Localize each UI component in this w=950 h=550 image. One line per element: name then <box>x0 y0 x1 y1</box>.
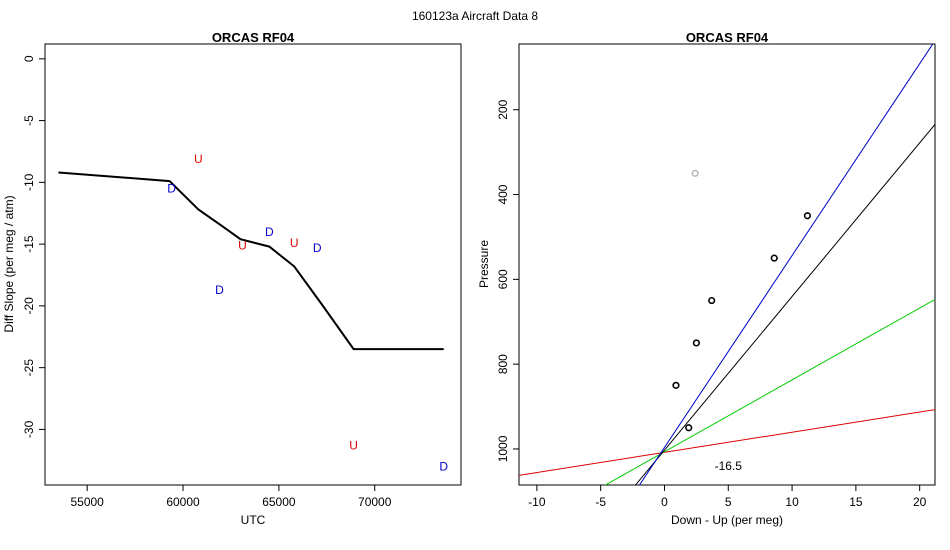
left-plot-frame <box>44 43 462 486</box>
data-label-d: D <box>265 225 274 239</box>
left-y-tick-label: -30 <box>22 420 36 438</box>
data-point <box>691 169 699 177</box>
right-y-tick-label: 400 <box>496 184 510 204</box>
right-x-tick-label: -10 <box>528 495 546 509</box>
right-x-axis-label: Down - Up (per meg) <box>671 513 783 527</box>
right-plot-frame <box>518 43 936 486</box>
left-x-axis-label: UTC <box>241 513 266 527</box>
regression-line <box>634 123 935 485</box>
left-y-tick-label: -25 <box>22 359 36 377</box>
left-y-tick-label: -5 <box>22 115 36 126</box>
data-label-d: D <box>167 182 176 196</box>
right-y-tick-label: 1000 <box>496 435 510 462</box>
data-label-u: U <box>194 152 203 166</box>
page-title: 160123a Aircraft Data 8 <box>412 9 538 23</box>
left-line-series <box>58 171 444 351</box>
right-y-axis-label: Pressure <box>477 240 491 288</box>
data-label-u: U <box>238 238 247 252</box>
left-y-tick-label: -20 <box>22 297 36 315</box>
regression-line <box>638 44 934 485</box>
right-data-points <box>672 169 811 432</box>
right-x-tick-label: 0 <box>661 495 668 509</box>
right-x-tick-label: 20 <box>913 495 927 509</box>
right-axis-ticks: -10 -5 0 5 10 15 20 200 400 600 800 1000 <box>496 99 927 509</box>
regression-line <box>604 298 935 485</box>
left-chart-title: ORCAS RF04 <box>212 30 295 45</box>
left-y-axis-label: Diff Slope (per meg / atm) <box>2 195 16 332</box>
left-x-tick-label: 55000 <box>70 495 104 509</box>
data-point <box>692 339 700 347</box>
left-fit-line <box>58 171 444 351</box>
data-label-d: D <box>439 459 448 473</box>
data-point <box>770 254 778 262</box>
right-chart-title: ORCAS RF04 <box>686 30 769 45</box>
data-label-d: D <box>215 283 224 297</box>
right-y-tick-label: 200 <box>496 99 510 119</box>
right-x-tick-label: 15 <box>849 495 863 509</box>
data-point <box>672 381 680 389</box>
right-annotation: -16.5 <box>715 459 743 473</box>
left-y-tick-label: 0 <box>22 55 36 62</box>
right-x-tick-label: -5 <box>595 495 606 509</box>
right-y-tick-label: 800 <box>496 354 510 374</box>
left-axis-ticks: 55000 60000 65000 70000 0 -5 -10 -15 -20 -25 -30 <box>22 55 392 509</box>
data-point <box>803 212 811 220</box>
left-x-tick-label: 65000 <box>262 495 296 509</box>
left-chart-panel: ORCAS RF04 UTC Diff Slope (per meg / atm… <box>2 30 462 527</box>
right-chart-panel: ORCAS RF04 Down - Up (per meg) Pressure … <box>477 30 936 527</box>
left-y-tick-label: -10 <box>22 173 36 191</box>
left-x-tick-label: 70000 <box>358 495 392 509</box>
right-x-tick-label: 5 <box>725 495 732 509</box>
data-label-d: D <box>313 241 322 255</box>
regression-line <box>519 409 935 476</box>
data-point <box>708 296 716 305</box>
left-y-tick-label: -15 <box>22 235 36 253</box>
data-label-u: U <box>290 236 299 250</box>
right-regression-lines <box>519 44 935 485</box>
right-y-tick-label: 600 <box>496 269 510 289</box>
right-x-tick-label: 10 <box>785 495 799 509</box>
data-label-u: U <box>349 438 358 452</box>
data-point <box>685 424 693 432</box>
left-x-tick-label: 60000 <box>166 495 200 509</box>
